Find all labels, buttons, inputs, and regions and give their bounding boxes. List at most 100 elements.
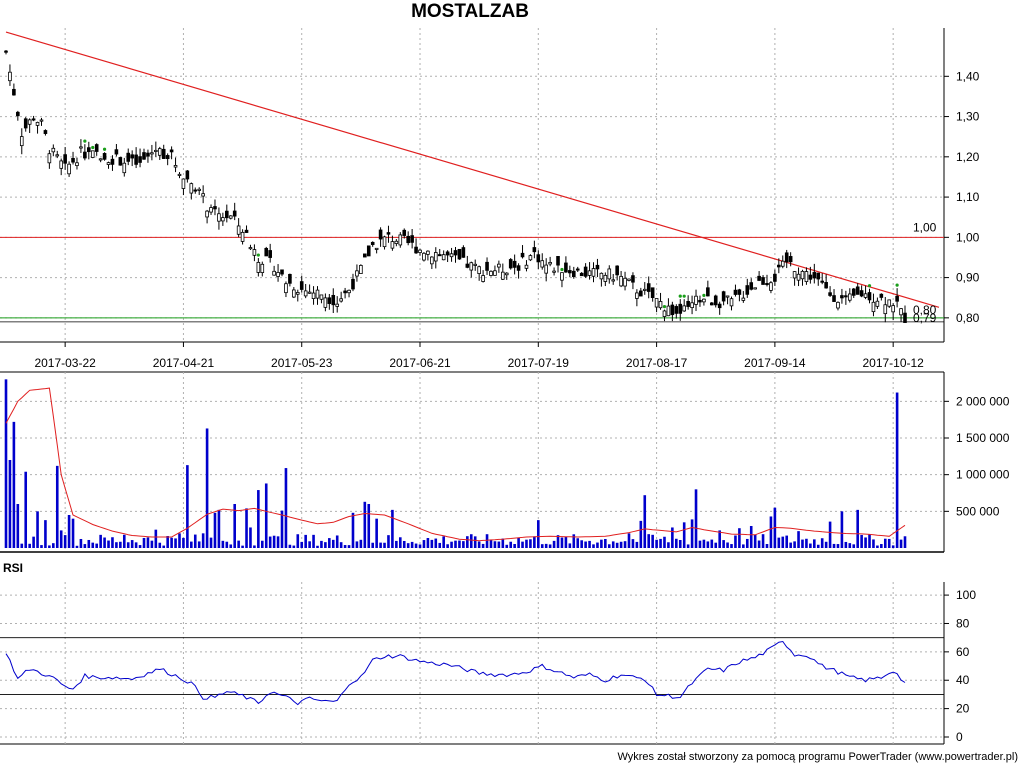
candle-body — [485, 261, 489, 271]
candle-body — [150, 152, 154, 155]
volume-bar — [651, 534, 654, 548]
candle-body — [323, 297, 328, 308]
candle-body — [524, 264, 529, 269]
volume-bar — [497, 541, 501, 548]
volume-bar — [777, 537, 781, 548]
volume-bar — [367, 504, 371, 548]
candle-body — [47, 153, 52, 164]
volume-bar — [450, 541, 453, 548]
candle-body — [430, 256, 434, 265]
volume-bar — [331, 539, 335, 548]
volume-bar — [836, 544, 840, 548]
volume-bar — [544, 543, 548, 548]
volume-bar — [576, 538, 580, 548]
candle-body — [903, 312, 907, 323]
volume-bar — [190, 541, 193, 548]
candle-body — [469, 262, 474, 271]
candle-body — [370, 241, 375, 245]
signal-marker — [256, 253, 260, 257]
volume-bar — [671, 527, 674, 548]
candle-body — [694, 295, 698, 305]
candle-body — [583, 266, 588, 277]
volume-bar — [4, 379, 8, 548]
candle-body — [639, 290, 643, 297]
candle-body — [729, 298, 734, 307]
volume-bar — [659, 538, 662, 548]
candle-body — [863, 293, 868, 298]
volume-bar — [339, 542, 343, 548]
volume-bar — [233, 504, 236, 548]
volume-bar — [197, 541, 201, 548]
volume-bar — [280, 510, 284, 548]
candle-body — [386, 232, 391, 235]
candle-body — [288, 273, 292, 284]
volume-bar — [501, 538, 505, 548]
candle-body — [749, 282, 754, 290]
candle-body — [106, 162, 111, 165]
candle-body — [134, 154, 138, 165]
candle-body — [138, 156, 142, 163]
signal-marker — [682, 294, 686, 298]
volume-bar — [44, 520, 47, 548]
candle-body — [307, 291, 312, 294]
volume-bar — [193, 534, 197, 548]
volume-bar — [852, 544, 856, 548]
date-tick-label: 2017-09-14 — [744, 356, 806, 370]
date-tick-label: 2017-04-21 — [153, 356, 215, 370]
volume-bar — [418, 544, 422, 548]
candle-body — [27, 119, 32, 125]
volume-bar — [860, 534, 863, 548]
candle-body — [512, 260, 517, 268]
candle-body — [556, 256, 560, 266]
candle-body — [654, 298, 659, 308]
candle-body — [154, 149, 158, 152]
volume-bar — [903, 536, 907, 548]
candle-body — [497, 263, 501, 268]
volume-bar — [178, 533, 181, 548]
volume-bar — [678, 539, 682, 548]
volume-bar — [217, 509, 221, 548]
candle-body — [844, 295, 848, 298]
candle-body — [363, 253, 367, 258]
volume-bar — [580, 540, 583, 548]
volume-bar — [316, 545, 319, 548]
candle-body — [284, 283, 288, 294]
candle-body — [733, 289, 738, 295]
candle-body — [339, 298, 343, 302]
candle-body — [16, 111, 20, 117]
rsi-tick-label: 60 — [956, 645, 970, 659]
price-tag-label: 0,79 — [913, 311, 937, 325]
volume-bar — [809, 543, 812, 548]
volume-bar — [249, 527, 252, 548]
candle-body — [564, 262, 568, 273]
volume-bar — [623, 541, 627, 548]
rsi-tick-label: 40 — [956, 673, 970, 687]
candle-body — [98, 158, 103, 161]
volume-bar — [182, 537, 185, 548]
volume-bar — [276, 536, 280, 548]
footer-credit: Wykres został stworzony za pomocą progra… — [617, 751, 1018, 763]
volume-bar — [832, 543, 836, 548]
candle-body — [702, 298, 706, 303]
volume-bar — [99, 534, 102, 548]
volume-bar — [264, 483, 268, 548]
candle-body — [173, 165, 178, 168]
volume-bar — [722, 540, 725, 548]
volume-layer — [4, 379, 907, 548]
volume-bar — [402, 540, 406, 548]
candle-body — [568, 270, 572, 274]
candle-body — [690, 302, 694, 309]
candle-body — [197, 188, 202, 191]
candle-body — [650, 287, 655, 299]
candle-body — [142, 152, 146, 160]
candle-body — [193, 189, 198, 192]
volume-bar — [643, 495, 647, 548]
candle-body — [765, 283, 769, 286]
candle-body — [623, 277, 627, 287]
candle-body — [627, 278, 631, 281]
candle-body — [205, 210, 209, 218]
volume-tick-label: 500 000 — [956, 504, 1000, 518]
volume-bar — [698, 540, 702, 548]
candle-body — [177, 173, 182, 176]
candle-body — [422, 252, 426, 261]
